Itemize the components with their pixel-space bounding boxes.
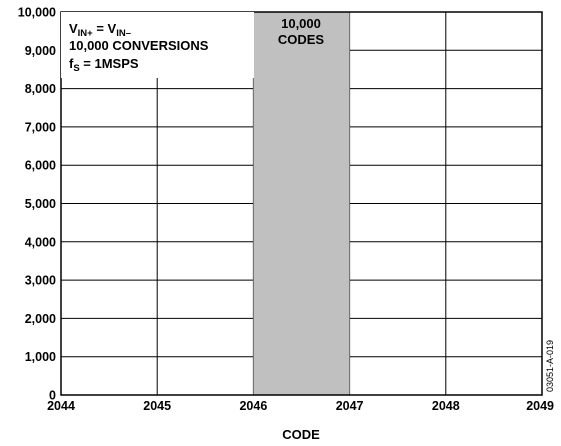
y-tick-label: 0 bbox=[49, 389, 56, 403]
y-tick-label: 4,000 bbox=[25, 235, 56, 249]
x-tick-label: 2049 bbox=[526, 399, 554, 413]
annotation-line-fs: fS = 1MSPS bbox=[69, 56, 139, 74]
y-tick-label: 9,000 bbox=[25, 44, 56, 58]
x-axis-title: CODE bbox=[282, 427, 320, 442]
bars bbox=[253, 12, 350, 395]
y-tick-label: 5,000 bbox=[25, 197, 56, 211]
annotation-line-conversions: 10,000 CONVERSIONS bbox=[69, 38, 209, 53]
x-tick-labels: 2044 2045 2046 2047 2048 2049 bbox=[47, 399, 554, 413]
x-tick-label: 2044 bbox=[47, 399, 75, 413]
y-tick-labels: 0 1,000 2,000 3,000 4,000 5,000 6,000 7,000 8,00… bbox=[18, 6, 56, 403]
annotation-line-vin: VIN+ = VIN– bbox=[69, 21, 131, 39]
x-tick-label: 2048 bbox=[432, 399, 460, 413]
annotation-box bbox=[61, 12, 254, 78]
x-tick-label: 2045 bbox=[143, 399, 171, 413]
y-tick-label: 8,000 bbox=[25, 82, 56, 96]
histogram-bar bbox=[253, 12, 350, 395]
y-tick-label: 10,000 bbox=[18, 6, 56, 20]
plot-frame bbox=[60, 11, 543, 396]
x-tick-label: 2046 bbox=[239, 399, 267, 413]
y-tick-label: 6,000 bbox=[25, 159, 56, 173]
y-tick-label: 7,000 bbox=[25, 120, 56, 134]
bar-label-count: 10,000 bbox=[281, 16, 321, 31]
y-tick-label: 1,000 bbox=[25, 350, 56, 364]
y-tick-label: 2,000 bbox=[25, 312, 56, 326]
figure-id: 03051-A-019 bbox=[545, 340, 555, 392]
y-tick-label: 3,000 bbox=[25, 274, 56, 288]
x-tick-label: 2047 bbox=[336, 399, 364, 413]
bar-label-codes: CODES bbox=[278, 32, 325, 47]
